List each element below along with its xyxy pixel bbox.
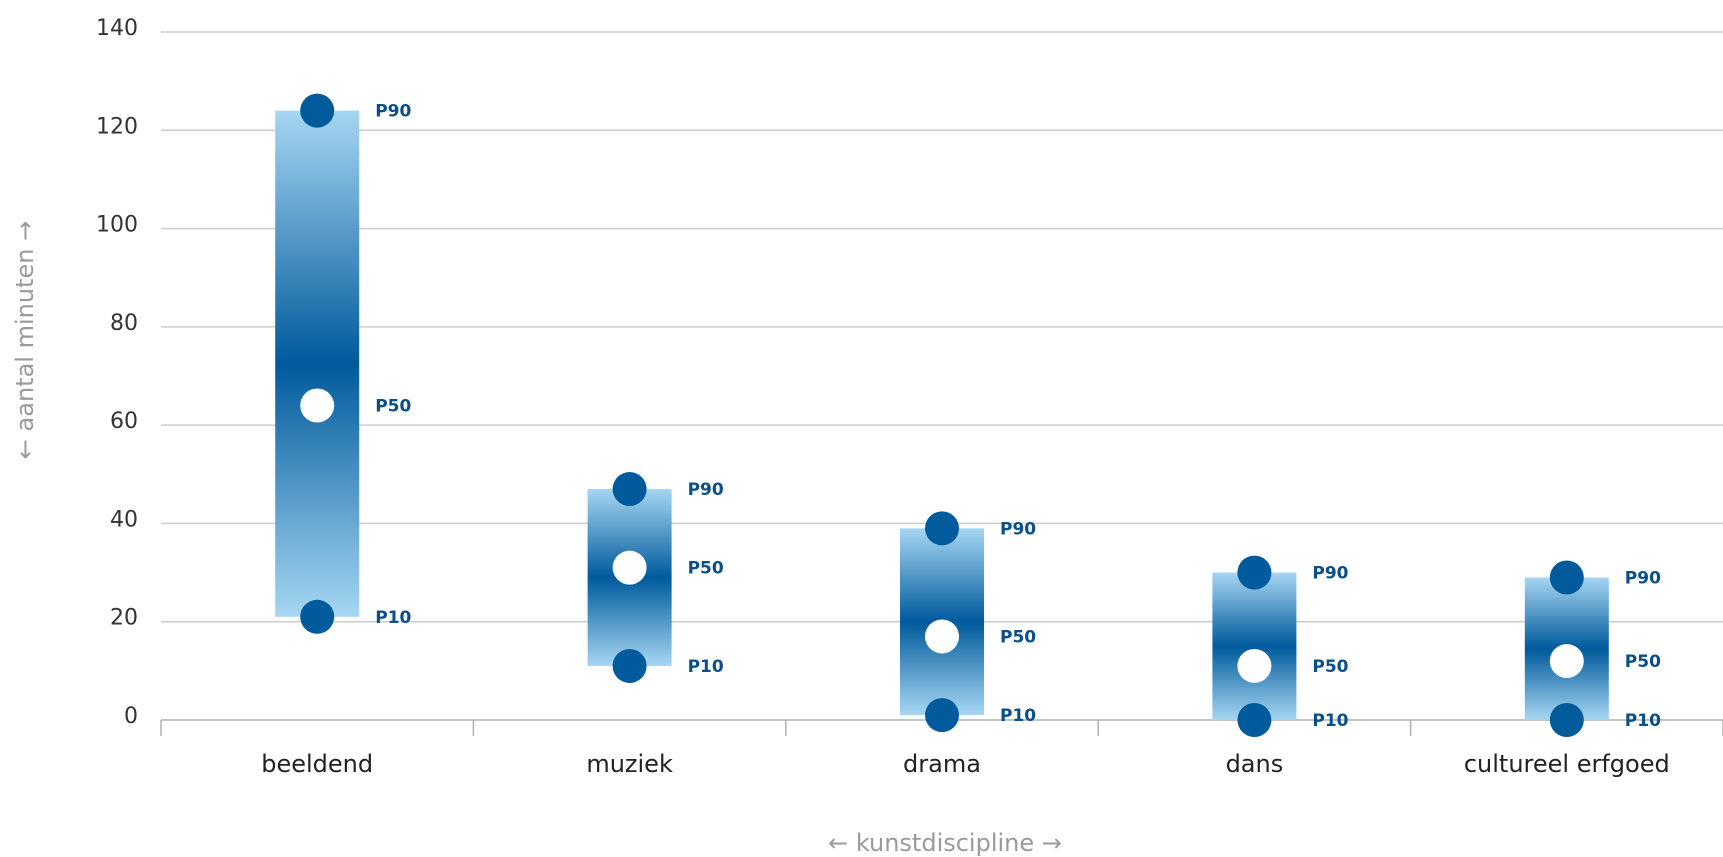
p90-label: P90 xyxy=(1312,564,1348,584)
p90-label: P90 xyxy=(375,102,411,122)
x-axis: beeldend muziek drama dans cultureel erfgoed xyxy=(160,719,1723,778)
p90-dot xyxy=(300,93,335,128)
grid xyxy=(161,31,1723,623)
percentile-dots xyxy=(300,93,1584,737)
p10-dot xyxy=(1549,703,1584,737)
p90-label: P90 xyxy=(1625,568,1661,588)
p90-dot xyxy=(612,472,647,507)
y-tick-label: 60 xyxy=(110,409,138,434)
p10-label: P10 xyxy=(1000,706,1036,726)
y-tick-label: 120 xyxy=(96,114,138,139)
range-bar xyxy=(1212,572,1297,720)
p90-dot xyxy=(925,511,959,546)
p50-label: P50 xyxy=(375,396,411,416)
p50-label: P50 xyxy=(1625,652,1661,672)
p10-dot xyxy=(925,698,959,733)
p10-dot xyxy=(1237,703,1272,737)
p50-dot xyxy=(1549,644,1584,679)
x-axis-title: ← kunstdiscipline → xyxy=(828,829,1062,857)
p50-dot xyxy=(300,388,335,423)
y-tick-label: 40 xyxy=(110,507,138,532)
category-label: muziek xyxy=(586,750,673,778)
category-label: dans xyxy=(1226,750,1284,778)
p90-label: P90 xyxy=(688,480,724,500)
p90-dot xyxy=(1549,560,1584,595)
y-tick-label: 0 xyxy=(124,704,138,729)
p50-dot xyxy=(925,619,959,654)
p50-dot xyxy=(612,550,647,585)
range-bar xyxy=(275,110,360,617)
p90-dot xyxy=(1237,555,1272,590)
percentile-labels: P90 P50 P10 P90 P50 P10 P90 P50 P10 P90 P50 P10 P90 P… xyxy=(375,102,1661,731)
y-tick-label: 20 xyxy=(110,606,138,631)
p50-label: P50 xyxy=(1000,627,1036,647)
y-tick-label: 80 xyxy=(110,311,138,336)
p10-label: P10 xyxy=(1312,711,1348,731)
p10-label: P10 xyxy=(375,608,411,628)
p50-label: P50 xyxy=(1312,657,1348,677)
p10-dot xyxy=(300,599,335,634)
category-label: drama xyxy=(903,750,981,778)
p10-label: P10 xyxy=(1625,711,1661,731)
category-label: cultureel erfgoed xyxy=(1464,750,1670,778)
y-axis-title: ← aantal minuten → xyxy=(11,221,39,459)
y-axis: 0 20 40 60 80 100 120 140 xyxy=(96,16,138,729)
category-label: beeldend xyxy=(261,750,373,778)
p50-dot xyxy=(1237,648,1272,683)
p90-label: P90 xyxy=(1000,519,1036,539)
y-tick-label: 100 xyxy=(96,213,138,238)
p10-label: P10 xyxy=(688,657,724,677)
p10-dot xyxy=(612,648,647,683)
range-bars xyxy=(275,110,1609,720)
p50-label: P50 xyxy=(688,559,724,579)
y-tick-label: 140 xyxy=(96,16,138,41)
